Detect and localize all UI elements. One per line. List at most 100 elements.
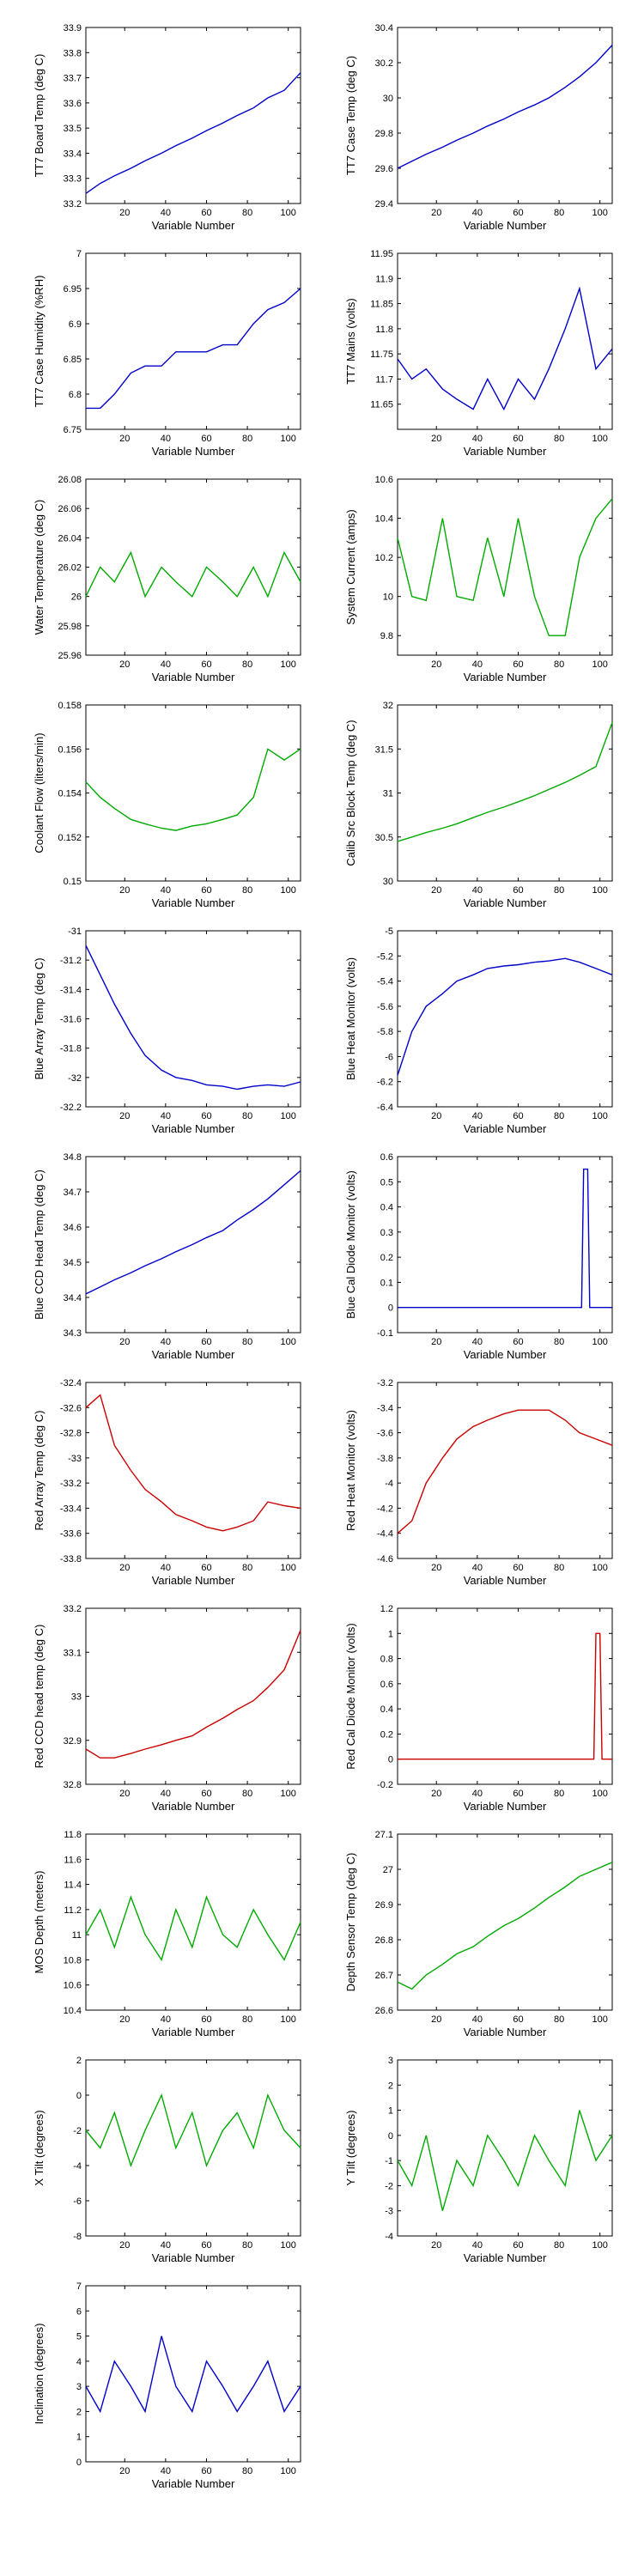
x-tick-label: 20 <box>119 1111 130 1121</box>
x-tick-label: 60 <box>513 1789 523 1799</box>
x-tick-label: 100 <box>592 208 608 218</box>
y-tick-label: 27.1 <box>375 1830 393 1840</box>
y-tick-label: 5 <box>76 2332 82 2342</box>
y-tick-label: -4 <box>385 1479 393 1489</box>
x-axis-label: Variable Number <box>464 219 547 232</box>
x-tick-label: 40 <box>161 1789 171 1799</box>
y-tick-label: -4.4 <box>377 1529 393 1540</box>
y-tick-label: 0.6 <box>380 1152 393 1163</box>
y-tick-label: -32.2 <box>60 1103 82 1113</box>
series-line <box>85 1394 301 1532</box>
x-tick-label: 100 <box>592 434 608 444</box>
y-tick-label: -1 <box>385 2156 393 2166</box>
x-axis-label: Variable Number <box>464 671 547 683</box>
y-axis-label: Blue CCD Head Temp (deg C) <box>33 1170 46 1320</box>
y-tick-label: -8 <box>73 2232 82 2242</box>
y-axis-label: TT7 Mains (volts) <box>344 298 357 384</box>
chart-panel-12: 20 40 60 80 100 -33.8 -33.6 -33.4 -33.2 -33 -32.8 -… <box>33 1378 301 1587</box>
chart-panel-13: 20 40 60 80 100 -4.6 -4.4 -4.2 -4 -3.8 -3.6 -3.4 -3.… <box>344 1378 613 1587</box>
chart-panel-3: 20 40 60 80 100 11.65 11.7 11.75 11.8 11.85 11.9 11… <box>344 249 613 458</box>
y-tick-label: 0 <box>388 1755 393 1765</box>
x-tick-label: 80 <box>554 1111 564 1121</box>
y-tick-label: 6.95 <box>64 284 82 295</box>
x-axis-label: Variable Number <box>152 2026 235 2038</box>
x-tick-label: 20 <box>119 2240 130 2251</box>
y-tick-label: 34.7 <box>64 1188 82 1198</box>
series-line <box>85 748 301 831</box>
y-tick-label: -2 <box>385 2181 393 2191</box>
x-tick-label: 40 <box>472 885 483 896</box>
y-axis-label: System Current (amps) <box>344 509 357 624</box>
series-line <box>397 286 613 411</box>
y-tick-label: 1.2 <box>380 1604 393 1614</box>
y-tick-label: 4 <box>76 2357 82 2367</box>
y-tick-label: 0.154 <box>58 789 82 799</box>
y-axis-label: TT7 Case Humidity (%RH) <box>33 276 46 408</box>
y-tick-label: 10.4 <box>375 514 393 525</box>
x-tick-label: 40 <box>472 2014 483 2025</box>
x-axis-label: Variable Number <box>152 896 235 909</box>
plot-frame <box>85 1382 301 1559</box>
chart-panel-0: 20 40 60 80 100 33.2 33.3 33.4 33.5 33.6 33.7 33.8 3… <box>33 23 301 232</box>
y-tick-label: -4 <box>385 2232 393 2242</box>
plot-frame <box>397 478 613 656</box>
y-tick-label: 7 <box>76 2281 82 2292</box>
y-tick-label: 6.9 <box>69 319 82 330</box>
y-tick-label: 11.95 <box>370 249 393 259</box>
y-tick-label: 0.15 <box>64 877 82 887</box>
y-tick-label: 0.6 <box>380 1680 393 1690</box>
y-tick-label: 0.1 <box>380 1278 393 1288</box>
y-tick-label: 0 <box>76 2091 82 2101</box>
y-tick-label: 33.8 <box>64 48 82 58</box>
y-tick-label: 33.6 <box>64 99 82 109</box>
y-tick-label: 11.75 <box>370 349 393 360</box>
x-tick-label: 80 <box>554 434 564 444</box>
chart-panel-8: 20 40 60 80 100 -32.2 -32 -31.8 -31.6 -31.4 -31.2 -… <box>33 927 301 1135</box>
series-line <box>398 1632 612 1760</box>
plot-frame <box>397 704 613 882</box>
x-tick-label: 40 <box>472 1563 483 1573</box>
x-axis-label: Variable Number <box>152 2477 235 2490</box>
plot-frame <box>397 1382 613 1559</box>
y-tick-label: -3.6 <box>377 1429 393 1439</box>
series-line <box>397 45 613 169</box>
x-axis-label: Variable Number <box>464 1348 547 1361</box>
x-tick-label: 60 <box>513 208 523 218</box>
series-line <box>85 945 301 1091</box>
x-tick-label: 80 <box>242 1563 252 1573</box>
series-line <box>85 72 301 194</box>
y-tick-label: 3 <box>76 2382 82 2392</box>
x-tick-label: 80 <box>554 1337 564 1347</box>
x-tick-label: 20 <box>431 1563 441 1573</box>
y-tick-label: 26.7 <box>375 1971 393 1981</box>
x-tick-label: 100 <box>281 2466 296 2476</box>
y-axis-label: Coolant Flow (liters/min) <box>33 732 46 853</box>
y-tick-label: 26.8 <box>375 1935 393 1946</box>
y-tick-label: 6.8 <box>69 390 82 400</box>
x-tick-label: 20 <box>431 208 441 218</box>
x-tick-label: 60 <box>201 885 211 896</box>
x-tick-label: 80 <box>554 2014 564 2025</box>
y-tick-label: 34.3 <box>64 1328 82 1339</box>
x-tick-label: 60 <box>201 2240 211 2251</box>
x-tick-label: 100 <box>592 1563 608 1573</box>
x-tick-label: 20 <box>431 1337 441 1347</box>
x-tick-label: 100 <box>281 2014 296 2025</box>
x-axis-label: Variable Number <box>152 445 235 458</box>
x-axis-label: Variable Number <box>152 219 235 232</box>
y-tick-label: -31.2 <box>60 956 82 966</box>
y-tick-label: -33.6 <box>60 1529 82 1540</box>
series-line <box>397 722 613 842</box>
y-tick-label: 0.3 <box>380 1228 393 1238</box>
y-axis-label: TT7 Board Temp (deg C) <box>33 54 46 178</box>
y-tick-label: 30 <box>383 877 393 887</box>
x-tick-label: 40 <box>161 1563 171 1573</box>
chart-panel-9: 20 40 60 80 100 -6.4 -6.2 -6 -5.8 -5.6 -5.4 -5.2 -5 V… <box>344 927 613 1135</box>
y-axis-label: Y Tilt (degrees) <box>344 2111 357 2186</box>
x-tick-label: 40 <box>161 434 171 444</box>
chart-panel-19: 20 40 60 80 100 -4 -3 -2 -1 0 1 2 3 Variable Number Y … <box>344 2056 613 2264</box>
y-tick-label: -31.4 <box>60 985 82 995</box>
chart-panel-14: 20 40 60 80 100 32.8 32.9 33 33.1 33.2 Variable Nu… <box>33 1604 301 1813</box>
y-tick-label: -32.4 <box>60 1378 82 1388</box>
series-line <box>398 1168 612 1309</box>
